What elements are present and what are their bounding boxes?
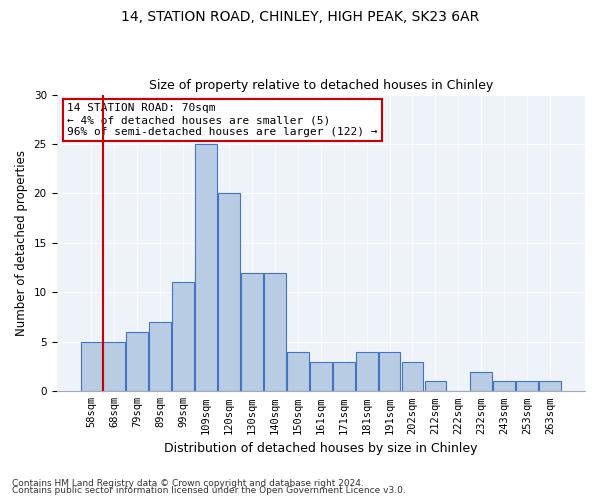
Bar [103, 342, 125, 392]
Bar [287, 352, 309, 392]
Bar [333, 362, 355, 392]
Title: Size of property relative to detached houses in Chinley: Size of property relative to detached ho… [149, 79, 493, 92]
Bar [379, 352, 400, 392]
Bar [149, 322, 171, 392]
Bar [127, 332, 148, 392]
Y-axis label: Number of detached properties: Number of detached properties [15, 150, 28, 336]
Bar [195, 144, 217, 392]
Bar [80, 342, 103, 392]
Text: 14 STATION ROAD: 70sqm
← 4% of detached houses are smaller (5)
96% of semi-detac: 14 STATION ROAD: 70sqm ← 4% of detached … [67, 104, 377, 136]
Text: Contains public sector information licensed under the Open Government Licence v3: Contains public sector information licen… [12, 486, 406, 495]
Bar [172, 282, 194, 392]
Bar [425, 382, 446, 392]
Text: 14, STATION ROAD, CHINLEY, HIGH PEAK, SK23 6AR: 14, STATION ROAD, CHINLEY, HIGH PEAK, SK… [121, 10, 479, 24]
Bar [539, 382, 561, 392]
X-axis label: Distribution of detached houses by size in Chinley: Distribution of detached houses by size … [164, 442, 478, 455]
Bar [356, 352, 377, 392]
Bar [516, 382, 538, 392]
Bar [310, 362, 332, 392]
Bar [218, 194, 240, 392]
Bar [241, 272, 263, 392]
Bar [493, 382, 515, 392]
Text: Contains HM Land Registry data © Crown copyright and database right 2024.: Contains HM Land Registry data © Crown c… [12, 478, 364, 488]
Bar [264, 272, 286, 392]
Bar [401, 362, 424, 392]
Bar [470, 372, 492, 392]
